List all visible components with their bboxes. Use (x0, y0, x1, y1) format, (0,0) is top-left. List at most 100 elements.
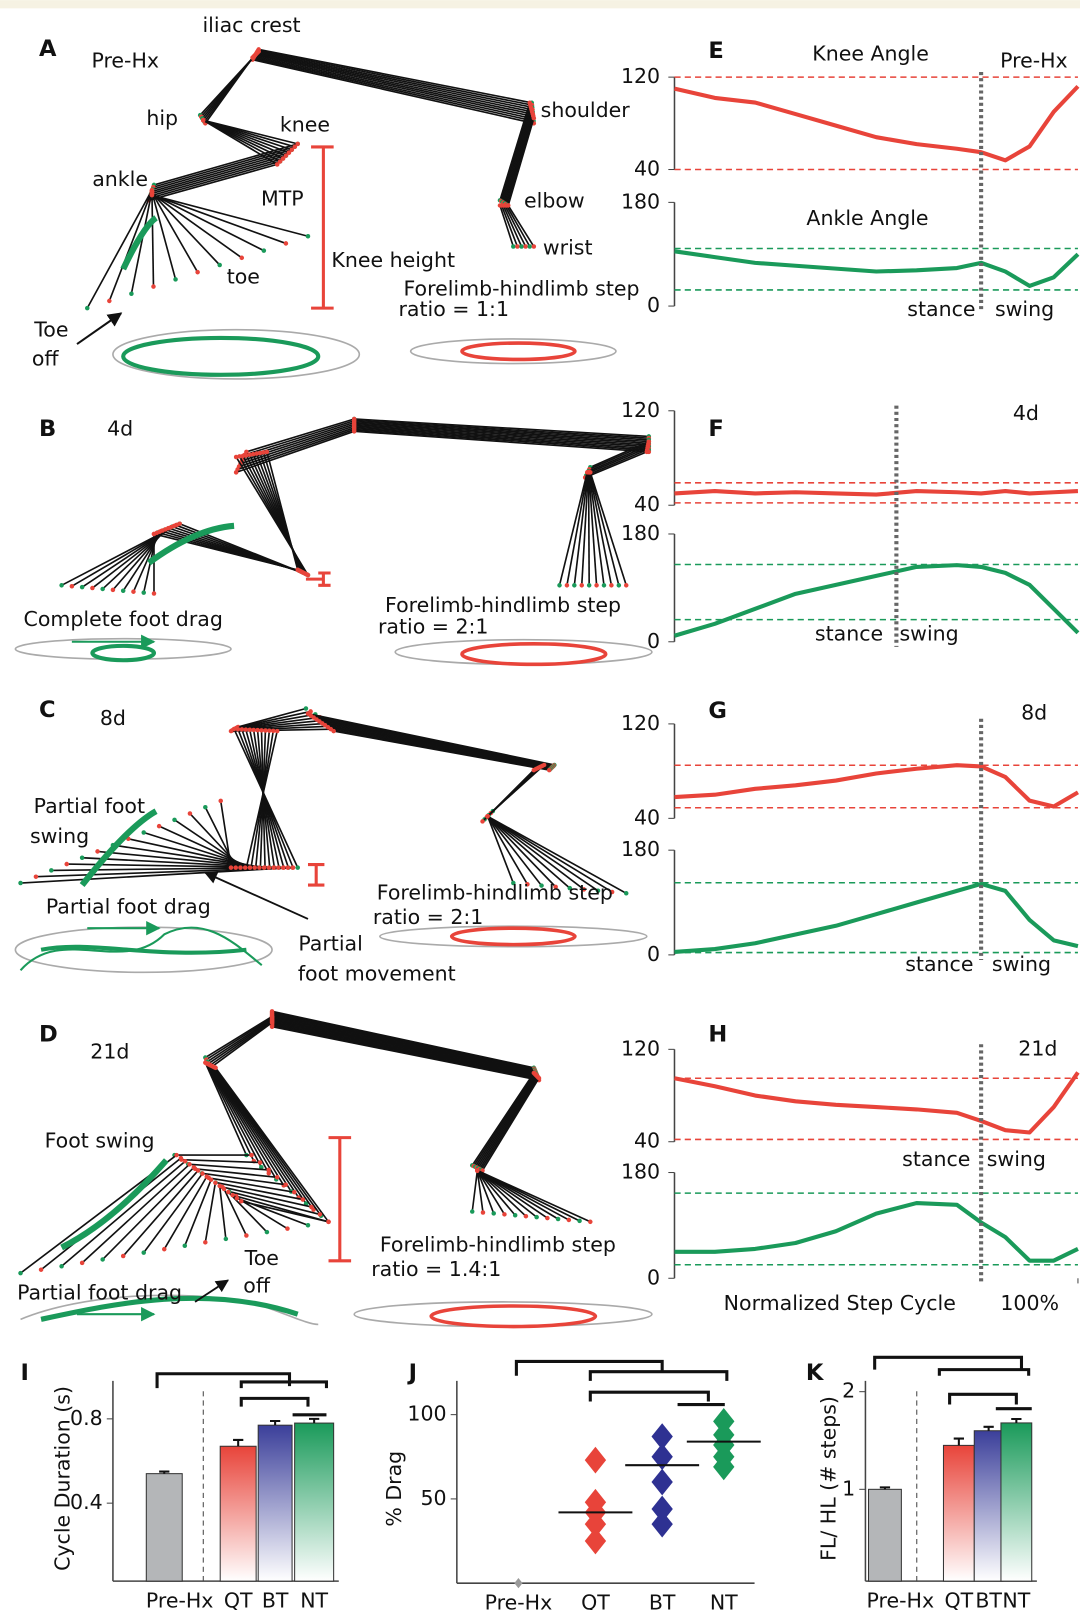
joint-dot (208, 1177, 214, 1182)
joint-dot (231, 726, 237, 732)
stick-segment (151, 191, 177, 280)
stick-segment (151, 192, 221, 266)
annotation: swing (30, 824, 89, 848)
bar (257, 1424, 293, 1582)
y-axis-label: FL/ HL (# steps) (817, 1396, 841, 1561)
joint-dot (239, 255, 245, 261)
foot-trace (120, 215, 158, 271)
joint-dot (274, 1175, 280, 1180)
joint-dot (33, 874, 39, 879)
annotation: shoulder (541, 98, 631, 122)
stick-segment (235, 713, 316, 729)
y-tick-label: 120 (621, 398, 660, 422)
x-tick-label: Pre-Hx (146, 1589, 214, 1610)
stick-segment (149, 160, 281, 199)
stick-segment (151, 193, 265, 252)
stick-segment (207, 1019, 273, 1065)
y-tick-label: 0.4 (70, 1490, 103, 1514)
stick-segment (241, 423, 355, 462)
joint-dot (539, 883, 544, 888)
stick-segment (122, 1169, 199, 1257)
joint-dot (283, 241, 289, 246)
stick-segment (271, 1022, 538, 1079)
top-band (0, 0, 1080, 9)
stick-segment (580, 472, 590, 586)
stick-segment (271, 1016, 536, 1074)
stick-segment (151, 193, 287, 245)
phase-label: stance (815, 622, 883, 646)
stick-segment (151, 194, 309, 238)
y-tick-label: 120 (621, 1036, 660, 1060)
stick-segment (256, 52, 533, 111)
joint-dot (309, 1204, 314, 1210)
stick-segment (222, 1186, 312, 1208)
joint-dot (271, 728, 276, 734)
joint-dot (79, 1260, 85, 1266)
stick-segment (204, 1062, 248, 1156)
stick-segment (486, 815, 529, 885)
stick-segment (585, 449, 648, 477)
joint-dot (233, 470, 239, 475)
stick-segment (588, 472, 598, 586)
stick-segment (81, 1163, 191, 1264)
error-bar (233, 1438, 244, 1447)
joint-dot (491, 1211, 496, 1216)
joint-dot (269, 1020, 275, 1025)
joint-dot (221, 1186, 227, 1192)
joint-dot (131, 589, 136, 594)
joint-dot (162, 1246, 167, 1252)
joint-dot (305, 233, 311, 239)
joint-dot (187, 811, 193, 816)
stick-segment (476, 1170, 495, 1214)
joint-dot (174, 1152, 179, 1158)
annotation: Forelimb-hindlimb step (385, 593, 621, 617)
stick-segment (153, 143, 298, 186)
panel-letter: F (708, 416, 723, 442)
stick-segment (150, 154, 287, 195)
y-tick-label: 180 (621, 189, 660, 213)
joint-dot (252, 865, 257, 870)
mean-trace (673, 563, 1080, 638)
stick-segment (246, 418, 355, 453)
joint-dot (300, 1197, 306, 1202)
error-bar (983, 1425, 994, 1431)
stick-segment (245, 730, 278, 868)
joint-dot (250, 55, 255, 60)
stick-segment (271, 1012, 535, 1071)
annotation: off (243, 1273, 271, 1297)
joint-dot (129, 291, 134, 297)
stick-segment (487, 815, 613, 893)
stick-segment (354, 420, 649, 441)
stick-segment (588, 442, 649, 471)
joint-dot (257, 865, 262, 870)
y-tick-label: 40 (634, 492, 660, 516)
stick-segment (502, 109, 533, 203)
error-bar (1011, 1417, 1022, 1423)
stick-segment (235, 430, 355, 474)
stick-segment (237, 707, 307, 728)
joint-dot (480, 1210, 486, 1215)
stick-segment (476, 1169, 527, 1217)
decorations (14, 145, 1032, 1417)
joint-dot (149, 192, 155, 198)
mean-trace (674, 1201, 1079, 1263)
stick-segment (151, 191, 155, 287)
x-tick-label: BT (649, 1591, 676, 1610)
stick-segment (588, 472, 605, 586)
joint-dot (264, 449, 270, 455)
joint-dot (59, 583, 64, 588)
y-tick-label: 0 (647, 293, 660, 317)
stick-segment (204, 1015, 273, 1059)
bar (294, 1422, 335, 1582)
error-bar (879, 1486, 891, 1490)
stick-segment (471, 1072, 535, 1166)
stick-segment (271, 1021, 538, 1078)
mean-trace (674, 84, 1080, 163)
stick-segment (477, 1075, 538, 1169)
joint-dot (49, 868, 54, 873)
joint-dot (141, 1250, 146, 1255)
joint-dot (290, 865, 295, 870)
joint-dot (480, 819, 485, 824)
joint-dot (79, 855, 85, 861)
stick-segment (148, 163, 278, 202)
